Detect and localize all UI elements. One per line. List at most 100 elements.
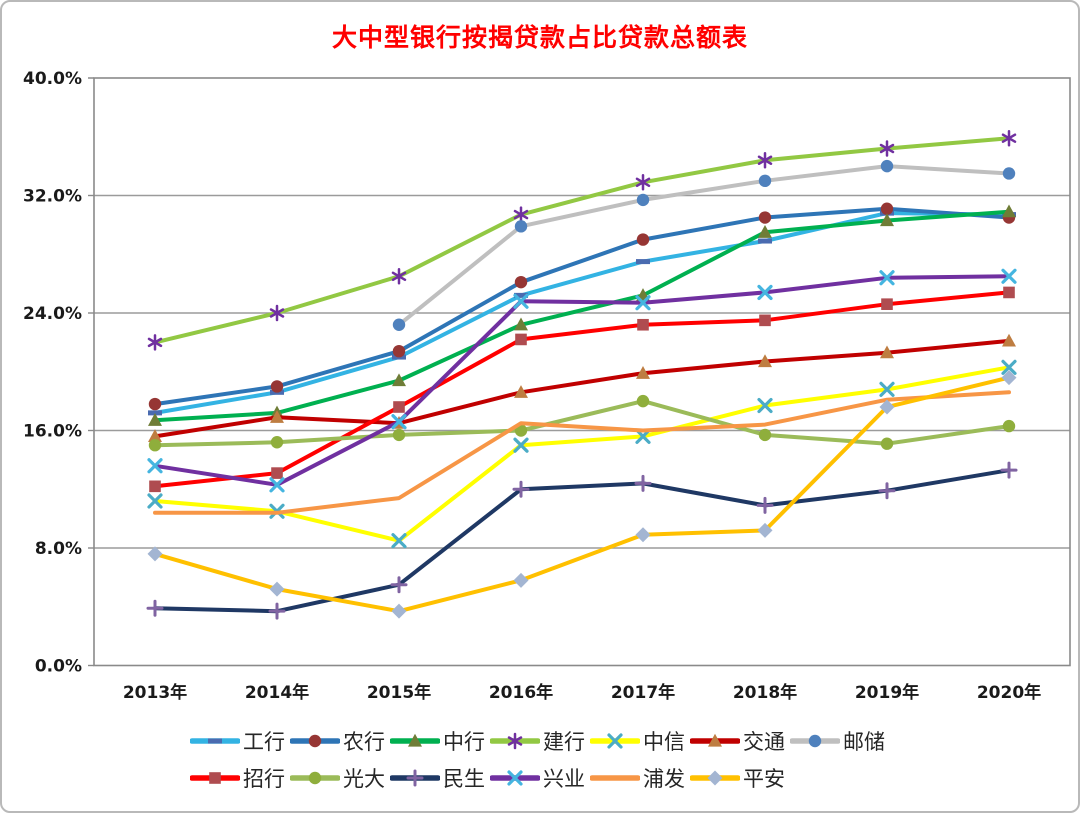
x-marker bbox=[1001, 268, 1017, 284]
x-marker bbox=[757, 397, 773, 414]
circle-marker bbox=[514, 275, 528, 289]
plus-marker bbox=[512, 480, 530, 498]
legend-label-citic: 中信 bbox=[643, 730, 685, 754]
asterisk-marker bbox=[513, 206, 529, 223]
series-pingan bbox=[147, 370, 1017, 619]
series-line-bocom bbox=[153, 338, 1011, 439]
asterisk-marker bbox=[391, 268, 407, 285]
x-marker bbox=[879, 270, 895, 286]
legend-item-citic: 中信 bbox=[590, 726, 688, 756]
legend-label-ceb: 光大 bbox=[343, 767, 385, 791]
y-tick-label: 0.0% bbox=[35, 657, 82, 677]
series-line-minsheng bbox=[153, 468, 1011, 614]
x-marker bbox=[507, 770, 523, 786]
legend-label-bocom: 交通 bbox=[743, 730, 785, 754]
series-line-spdb bbox=[153, 390, 1011, 515]
legend-label-spdb: 浦发 bbox=[643, 767, 685, 791]
plot-frame bbox=[93, 77, 1071, 667]
legend-label-pingan: 平安 bbox=[743, 767, 785, 791]
asterisk-marker bbox=[635, 174, 651, 191]
x-marker bbox=[879, 381, 895, 397]
asterisk-marker bbox=[757, 152, 773, 169]
dash-marker bbox=[148, 410, 162, 416]
x-tick-label: 2020年 bbox=[977, 682, 1041, 703]
triangle-marker bbox=[270, 410, 284, 423]
x-marker bbox=[607, 733, 623, 749]
series-line-boc bbox=[153, 209, 1011, 423]
plus-marker bbox=[878, 482, 896, 500]
circle-marker bbox=[758, 428, 772, 442]
triangle-marker bbox=[392, 373, 406, 387]
series-ccb bbox=[147, 129, 1017, 351]
series-line-abc bbox=[153, 206, 1011, 407]
triangle-marker bbox=[514, 317, 528, 331]
x-tick-label: 2014年 bbox=[245, 682, 309, 703]
x-marker bbox=[1001, 359, 1017, 375]
legend-label-boc: 中行 bbox=[443, 730, 485, 754]
triangle-marker bbox=[1002, 204, 1016, 218]
dash-marker bbox=[758, 238, 772, 244]
legend-label-ccb: 建行 bbox=[543, 730, 585, 754]
x-marker bbox=[147, 493, 163, 509]
legend-row-1: 工行 农行 中行 建行 中信 交通 邮储 bbox=[190, 726, 890, 756]
diamond-marker bbox=[635, 527, 651, 543]
series-line-ccb bbox=[153, 136, 1011, 345]
triangle-marker bbox=[408, 733, 422, 747]
circle-marker bbox=[392, 428, 406, 442]
legend-key-pingan-icon bbox=[690, 770, 740, 786]
diamond-marker bbox=[513, 572, 529, 588]
circle-marker bbox=[880, 159, 894, 173]
asterisk-marker bbox=[879, 140, 895, 157]
series-citic bbox=[147, 359, 1017, 549]
diamond-marker bbox=[1001, 370, 1017, 386]
plus-marker bbox=[634, 474, 652, 492]
legend-key-cmb-icon bbox=[190, 772, 240, 784]
legend-key-boc-icon bbox=[390, 733, 440, 747]
legend-key-psbc-icon bbox=[790, 734, 840, 748]
legend-key-ccb-icon bbox=[490, 732, 540, 750]
circle-marker bbox=[392, 318, 406, 331]
x-marker bbox=[513, 293, 529, 309]
y-tick-label: 40.0% bbox=[23, 69, 82, 89]
series-psbc bbox=[392, 159, 1016, 331]
legend-item-psbc: 邮储 bbox=[790, 726, 888, 756]
triangle-marker bbox=[514, 385, 528, 398]
circle-marker bbox=[308, 771, 322, 785]
plus-marker bbox=[390, 576, 408, 594]
circle-marker bbox=[270, 380, 284, 393]
series-line-cib bbox=[153, 274, 1011, 487]
circle-marker bbox=[308, 734, 322, 748]
chart-legend-rows: 工行 农行 中行 建行 中信 交通 邮储 招行 光大 民生 兴业 浦发 平安 bbox=[190, 726, 890, 800]
plus-marker bbox=[146, 599, 164, 617]
dash-marker bbox=[636, 259, 650, 265]
x-marker bbox=[269, 477, 285, 493]
circle-marker bbox=[148, 438, 162, 452]
x-tick-label: 2017年 bbox=[611, 682, 675, 703]
series-spdb bbox=[153, 390, 1011, 515]
triangle-marker bbox=[880, 345, 894, 359]
square-marker bbox=[209, 772, 221, 784]
diamond-marker bbox=[147, 546, 163, 562]
y-tick-label: 8.0% bbox=[35, 539, 82, 559]
legend-key-bocom-icon bbox=[690, 733, 740, 747]
legend-key-abc-icon bbox=[290, 734, 340, 748]
diamond-marker bbox=[707, 770, 723, 786]
legend-key-cib-icon bbox=[490, 770, 540, 786]
x-marker bbox=[635, 295, 651, 311]
line-chart-plot-area: 0.0% 8.0% 16.0% 24.0% 32.0% 40.0% 2013年 2014年 20… bbox=[23, 69, 1071, 703]
square-marker bbox=[515, 333, 527, 346]
triangle-marker bbox=[758, 225, 772, 238]
circle-marker bbox=[880, 202, 894, 215]
plus-marker bbox=[268, 602, 286, 620]
triangle-marker bbox=[880, 213, 894, 227]
dash-marker bbox=[514, 292, 528, 298]
circle-marker bbox=[636, 233, 650, 246]
x-tick-label: 2018年 bbox=[733, 682, 797, 703]
chart-legend: 工行 农行 中行 建行 中信 交通 邮储 招行 光大 民生 兴业 浦发 平安 bbox=[2, 726, 1078, 800]
diamond-marker bbox=[757, 522, 773, 538]
series-cmb bbox=[149, 286, 1015, 493]
x-marker bbox=[635, 428, 651, 444]
x-marker bbox=[391, 533, 407, 549]
series-line-ceb bbox=[153, 399, 1011, 448]
